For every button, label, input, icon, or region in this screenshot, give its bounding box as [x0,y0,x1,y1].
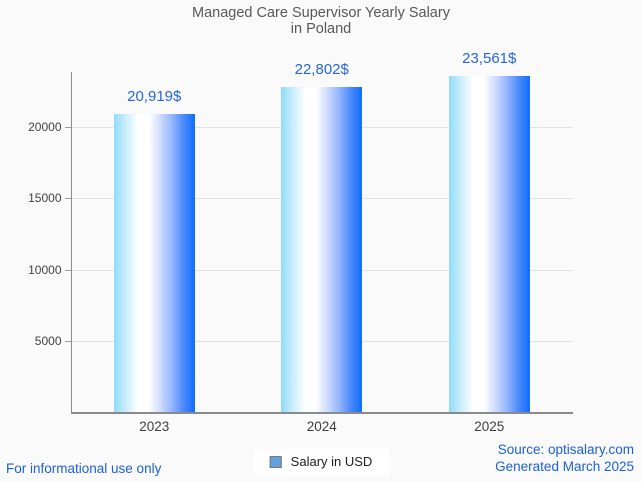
bar-value-label: 20,919$ [127,87,182,105]
salary-bar-2025[interactable] [448,76,530,412]
y-axis-line [70,72,72,414]
chart-title-line1: Managed Care Supervisor Yearly Salary [192,5,450,21]
x-axis-category-label: 2023 [139,419,170,434]
salary-bar-2023[interactable] [113,113,195,412]
source-block: Source: optisalary.com Generated March 2… [495,441,634,475]
x-axis-category-label: 2025 [474,419,505,434]
source-link[interactable]: Source: optisalary.com [497,442,634,457]
y-axis-tick [64,269,71,271]
y-axis-tick-label: 10000 [28,262,62,277]
x-axis-line [70,412,573,414]
x-axis-category-label: 2024 [306,419,337,434]
chart-title: Managed Care Supervisor Yearly Salary in… [0,5,642,37]
bar-value-label: 22,802$ [294,61,349,79]
chart-title-line2: in Poland [290,21,352,37]
salary-bar-2024[interactable] [281,87,363,412]
y-axis-tick [64,198,71,200]
legend: Salary in USD [253,449,389,475]
bar-value-label: 23,561$ [462,50,517,68]
generated-date-text: Generated March 2025 [495,459,634,474]
legend-swatch-icon [269,455,282,468]
legend-label: Salary in USD [290,454,373,469]
y-axis-tick-label: 5000 [34,333,62,348]
y-axis-tick-label: 15000 [28,191,62,206]
y-axis-tick-label: 20000 [28,120,62,134]
y-axis-tick [64,127,71,128]
disclaimer-text: For informational use only [6,461,162,476]
y-axis-tick [64,340,71,342]
